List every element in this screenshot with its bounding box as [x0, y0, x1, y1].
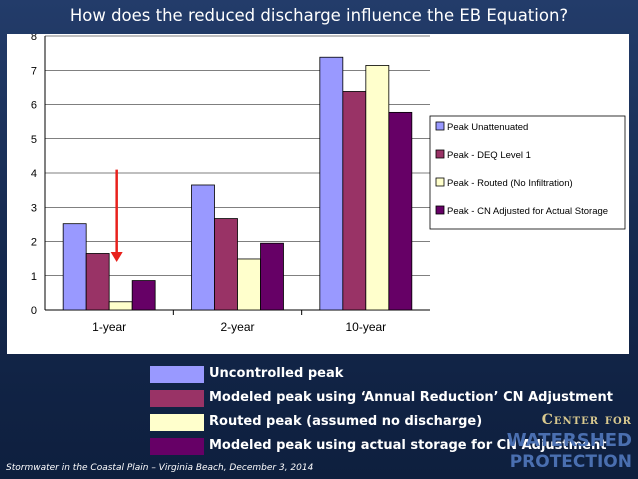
x-tick-label: 1-year	[92, 320, 126, 334]
y-tick-label: 7	[31, 65, 37, 77]
y-tick-label: 3	[31, 202, 37, 214]
bar-2-year-series-2	[214, 218, 238, 311]
bar-1-year-series-3	[108, 301, 133, 311]
bar-1-year-series-4	[131, 280, 156, 311]
bar-10-year-series-3	[365, 65, 390, 311]
bar-10-year-series-4	[388, 111, 413, 311]
x-tick-label: 10-year	[345, 320, 386, 334]
bar-10-year-series-1	[319, 56, 344, 311]
bottom-legend-item-actual-storage: Modeled peak using actual storage for CN…	[150, 437, 620, 457]
annotation-arrow-head	[110, 252, 123, 263]
chart-legend-label: Peak Unattenuated	[447, 122, 528, 133]
chart-legend-label: Peak - Routed (No Infiltration)	[447, 178, 573, 189]
y-tick-label: 6	[31, 100, 37, 112]
bar-2-year-series-4	[260, 242, 284, 311]
chart-legend-box	[429, 115, 626, 230]
chart-legend-label: Peak - CN Adjusted for Actual Storage	[447, 206, 608, 217]
legend-swatch	[150, 366, 204, 383]
legend-label: Modeled peak using ‘Annual Reduction’ CN…	[209, 390, 613, 405]
chart-legend-swatch	[435, 121, 445, 131]
legend-swatch	[150, 414, 204, 431]
bar-1-year-series-1	[62, 223, 87, 311]
y-tick-label: 1	[31, 271, 37, 283]
chart-legend-label: Peak - DEQ Level 1	[447, 150, 531, 161]
bottom-legend-item-annual-reduction: Modeled peak using ‘Annual Reduction’ CN…	[150, 389, 620, 409]
chart-legend-swatch	[435, 177, 445, 187]
organization-logo: Center for Watershed Protection	[507, 412, 635, 476]
bar-2-year-series-1	[191, 184, 215, 311]
legend-label: Uncontrolled peak	[209, 366, 344, 381]
y-tick-label: 0	[31, 305, 37, 317]
bottom-legend-item-uncontrolled: Uncontrolled peak	[150, 365, 620, 385]
bar-2-year-series-3	[237, 258, 261, 311]
y-tick-label: 5	[31, 134, 37, 146]
bar-chart: 0 1 2 3 4 5 6 7 8 1-year 2-year 10-year Peak Unatten…	[31, 34, 626, 334]
logo-line-1: Center for	[541, 412, 632, 428]
bar-10-year-series-2	[342, 91, 367, 311]
chart-legend-swatch	[435, 149, 445, 159]
bar-1-year-series-2	[85, 253, 110, 311]
x-tick-label: 2-year	[220, 320, 254, 334]
y-tick-label: 2	[31, 237, 37, 249]
logo-line-2: Watershed	[506, 430, 632, 451]
legend-swatch	[150, 390, 204, 407]
legend-swatch	[150, 438, 204, 455]
legend-label: Routed peak (assumed no discharge)	[209, 414, 483, 429]
bottom-legend-item-routed: Routed peak (assumed no discharge)	[150, 413, 620, 433]
legend-label: Modeled peak using actual storage for CN…	[209, 438, 607, 453]
y-tick-label: 8	[31, 34, 37, 43]
slide-title: How does the reduced discharge influence…	[69, 6, 569, 25]
logo-line-3: Protection	[509, 452, 632, 472]
y-tick-label: 4	[31, 168, 37, 180]
chart-legend-swatch	[435, 205, 445, 215]
footer-text: Stormwater in the Coastal Plain – Virgin…	[6, 463, 314, 473]
chart-area: 0 1 2 3 4 5 6 7 8 1-year 2-year 10-year Peak Unatten…	[7, 34, 629, 354]
